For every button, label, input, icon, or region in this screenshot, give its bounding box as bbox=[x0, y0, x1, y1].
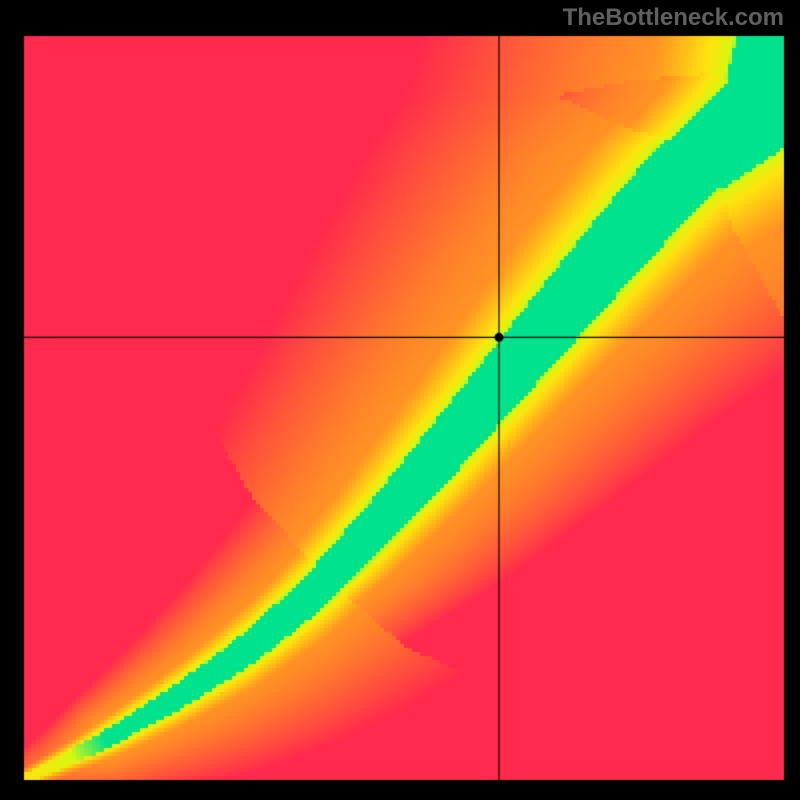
heatmap-canvas bbox=[0, 0, 800, 800]
watermark-text: TheBottleneck.com bbox=[563, 4, 784, 32]
